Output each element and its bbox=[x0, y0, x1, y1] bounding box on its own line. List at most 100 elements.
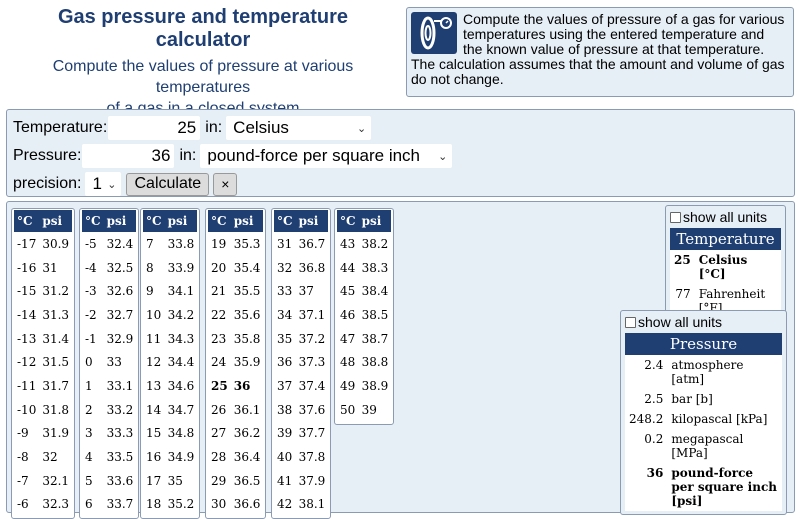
pressure-cell: 37.4 bbox=[298, 378, 326, 393]
show-all-temperature-units[interactable]: show all units bbox=[670, 209, 781, 225]
pressure-cell: 32.3 bbox=[42, 497, 70, 512]
temperature-cell: 8 bbox=[146, 260, 154, 275]
table-row: 34 37.1 bbox=[274, 303, 328, 327]
table-row: 18 35.2 bbox=[143, 493, 197, 517]
table-row: 27 36.2 bbox=[208, 422, 263, 446]
pressure-unit-value: pound-force per square inch bbox=[207, 146, 421, 165]
temperature-cell: 2 bbox=[85, 402, 93, 417]
temperature-cell: -9 bbox=[17, 426, 29, 441]
calculate-button[interactable]: Calculate bbox=[126, 172, 210, 196]
unit-value: 77 bbox=[675, 287, 691, 301]
temperature-cell: 47 bbox=[340, 331, 356, 346]
unit-value: 0.2 bbox=[644, 432, 664, 446]
unit-name: pound-force per square inch [psi] bbox=[671, 466, 777, 508]
pressure-row: Pressure: in: pound-force per square inc… bbox=[13, 142, 788, 170]
temperature-units-table: 25 Celsius [°C] 77 Fahrenheit [°F] bbox=[670, 250, 781, 318]
temperature-unit-select[interactable]: Celsius ⌄ bbox=[226, 116, 372, 140]
pressure-cell: 32.5 bbox=[106, 260, 134, 275]
table-row: 9 34.1 bbox=[143, 279, 197, 303]
table-row: -14 31.3 bbox=[14, 303, 72, 327]
table-row: 10 34.2 bbox=[143, 303, 197, 327]
pressure-label: Pressure: bbox=[13, 147, 82, 164]
temperature-cell: -1 bbox=[85, 331, 97, 346]
unit-name: megapascal [MPa] bbox=[671, 432, 744, 460]
table-row: 29 36.5 bbox=[208, 469, 263, 493]
pressure-cell: 30.9 bbox=[42, 236, 70, 251]
pressure-cell: 31.4 bbox=[42, 331, 70, 346]
temperature-cell: -5 bbox=[85, 236, 97, 251]
pressure-unit-select[interactable]: pound-force per square inch ⌄ bbox=[200, 144, 453, 168]
column-header: °C bbox=[337, 210, 359, 232]
column-header: °C bbox=[274, 210, 296, 232]
table-row: 13 34.6 bbox=[143, 374, 197, 398]
temperature-cell: -11 bbox=[17, 378, 37, 393]
pressure-cell: 32.6 bbox=[106, 284, 134, 299]
pressure-cell: 36.4 bbox=[233, 450, 261, 465]
tire-pressure-gauge-icon bbox=[411, 12, 457, 54]
temperature-cell: -10 bbox=[17, 402, 37, 417]
temperature-cell: 33 bbox=[277, 284, 293, 299]
table-row: -3 32.6 bbox=[82, 279, 136, 303]
table-row: 2 33.2 bbox=[82, 398, 136, 422]
pressure-input[interactable] bbox=[82, 144, 175, 168]
checkbox[interactable] bbox=[625, 317, 636, 328]
table-row: -13 31.4 bbox=[14, 327, 72, 351]
pressure-cell: 32.9 bbox=[106, 331, 134, 346]
pressure-table: °C psi -5 32.4 -4 32.5 -3 32.6 -2 32.7 -1 32.9 0 33 1 3… bbox=[79, 208, 140, 519]
unit-row: 36 pound-force per square inch [psi] bbox=[625, 463, 782, 511]
pressure-cell: 33.3 bbox=[106, 426, 134, 441]
temperature-cell: 19 bbox=[211, 236, 227, 251]
precision-row: precision: 1 ⌄ Calculate × bbox=[13, 170, 788, 198]
temperature-cell: 14 bbox=[146, 402, 162, 417]
page-title: Gas pressure and temperature calculator bbox=[57, 6, 349, 51]
pressure-cell: 37.6 bbox=[298, 402, 326, 417]
pressure-cell: 33.5 bbox=[106, 450, 134, 465]
temperature-cell: 18 bbox=[146, 497, 162, 512]
temperature-cell: 38 bbox=[277, 402, 293, 417]
pressure-cell: 36.6 bbox=[233, 497, 261, 512]
checkbox[interactable] bbox=[670, 212, 681, 223]
table-row: 14 34.7 bbox=[143, 398, 197, 422]
pressure-cell: 33 bbox=[106, 355, 122, 370]
temperature-cell: 27 bbox=[211, 426, 227, 441]
column-header: psi bbox=[295, 210, 329, 232]
description-box: Compute the values of pressure of a gas … bbox=[406, 7, 794, 97]
table-row: 40 37.8 bbox=[274, 445, 328, 469]
clear-button[interactable]: × bbox=[213, 172, 238, 196]
pressure-cell: 33.8 bbox=[167, 236, 195, 251]
temperature-cell: 44 bbox=[340, 260, 356, 275]
table-row: 31 36.7 bbox=[274, 232, 328, 256]
pressure-cell: 38.8 bbox=[361, 355, 389, 370]
table-row: -11 31.7 bbox=[14, 374, 72, 398]
pressure-cell: 36 bbox=[233, 378, 251, 393]
table-row: 0 33 bbox=[82, 350, 136, 374]
show-all-pressure-units[interactable]: show all units bbox=[625, 314, 782, 330]
table-row: 45 38.4 bbox=[337, 279, 391, 303]
table-row: 26 36.1 bbox=[208, 398, 263, 422]
pressure-cell: 34.1 bbox=[167, 284, 195, 299]
show-all-label: show all units bbox=[683, 209, 768, 225]
temperature-cell: 21 bbox=[211, 284, 227, 299]
table-row: -1 32.9 bbox=[82, 327, 136, 351]
table-row: 36 37.3 bbox=[274, 350, 328, 374]
precision-select[interactable]: 1 ⌄ bbox=[85, 172, 122, 196]
description-text: Compute the values of pressure of a gas … bbox=[411, 11, 785, 87]
temperature-units-box: show all units Temperature 25 Celsius [°C… bbox=[665, 205, 786, 322]
table-row: 28 36.4 bbox=[208, 445, 263, 469]
column-header: psi bbox=[39, 210, 73, 232]
pressure-cell: 32.4 bbox=[106, 236, 134, 251]
table-row: -4 32.5 bbox=[82, 256, 136, 280]
temperature-cell: -13 bbox=[17, 331, 37, 346]
temperature-cell: 23 bbox=[211, 331, 227, 346]
pressure-cell: 35.8 bbox=[233, 331, 261, 346]
temperature-cell: 48 bbox=[340, 355, 356, 370]
table-row: -6 32.3 bbox=[14, 493, 72, 517]
unit-value: 36 bbox=[646, 466, 664, 480]
temperature-cell: 39 bbox=[277, 426, 293, 441]
pressure-cell: 36.1 bbox=[233, 402, 261, 417]
temperature-input[interactable] bbox=[108, 116, 201, 140]
page-header: Gas pressure and temperature calculator … bbox=[8, 6, 398, 119]
temperature-cell: 32 bbox=[277, 260, 293, 275]
table-row: 3 33.3 bbox=[82, 422, 136, 446]
table-row: -2 32.7 bbox=[82, 303, 136, 327]
